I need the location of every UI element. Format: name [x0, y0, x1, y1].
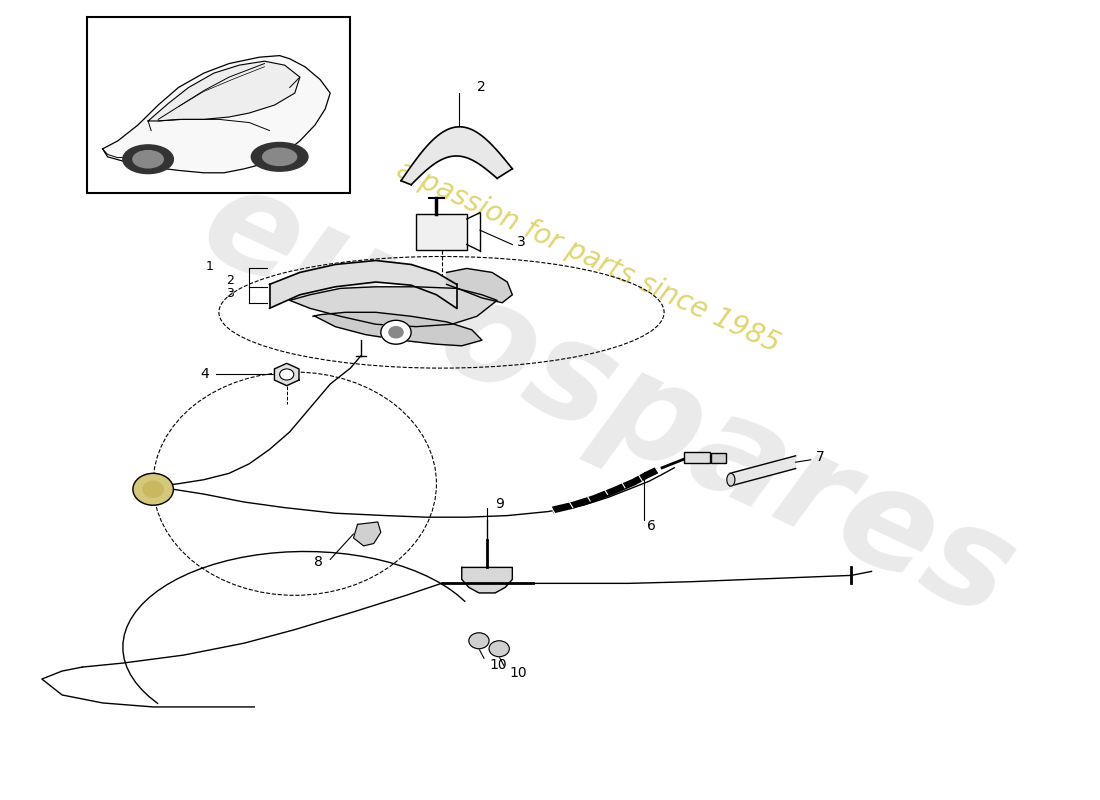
Bar: [87, 18, 351, 193]
Text: 2: 2: [227, 274, 234, 287]
Text: 3: 3: [517, 235, 526, 249]
Text: 4: 4: [200, 367, 209, 382]
Text: 3: 3: [227, 287, 234, 301]
Text: 10: 10: [509, 666, 527, 681]
Text: 9: 9: [495, 497, 504, 510]
Circle shape: [381, 320, 411, 344]
Text: 1: 1: [206, 259, 213, 273]
Circle shape: [469, 633, 490, 649]
Circle shape: [133, 474, 174, 506]
Ellipse shape: [133, 150, 163, 168]
Polygon shape: [314, 312, 482, 346]
Polygon shape: [148, 61, 300, 121]
Text: eurospares: eurospares: [182, 154, 1035, 646]
Circle shape: [279, 369, 294, 380]
Bar: [684, 452, 710, 463]
Polygon shape: [730, 456, 795, 486]
Polygon shape: [353, 522, 381, 546]
Bar: [711, 454, 726, 463]
Bar: [416, 214, 466, 250]
Polygon shape: [289, 286, 497, 326]
Ellipse shape: [251, 142, 308, 171]
Polygon shape: [462, 567, 513, 593]
Text: 6: 6: [647, 519, 656, 533]
Circle shape: [490, 641, 509, 657]
Ellipse shape: [263, 148, 297, 166]
Text: 8: 8: [315, 555, 323, 569]
Circle shape: [389, 326, 403, 338]
Polygon shape: [402, 127, 513, 185]
Ellipse shape: [727, 474, 735, 486]
Ellipse shape: [123, 145, 174, 174]
Text: 7: 7: [816, 450, 825, 464]
Circle shape: [143, 482, 163, 498]
Polygon shape: [447, 269, 513, 302]
Polygon shape: [102, 56, 330, 173]
Text: 2: 2: [477, 81, 486, 94]
Polygon shape: [274, 363, 299, 386]
Polygon shape: [270, 261, 456, 308]
Text: a passion for parts since 1985: a passion for parts since 1985: [392, 155, 784, 358]
Text: 10: 10: [490, 658, 507, 673]
